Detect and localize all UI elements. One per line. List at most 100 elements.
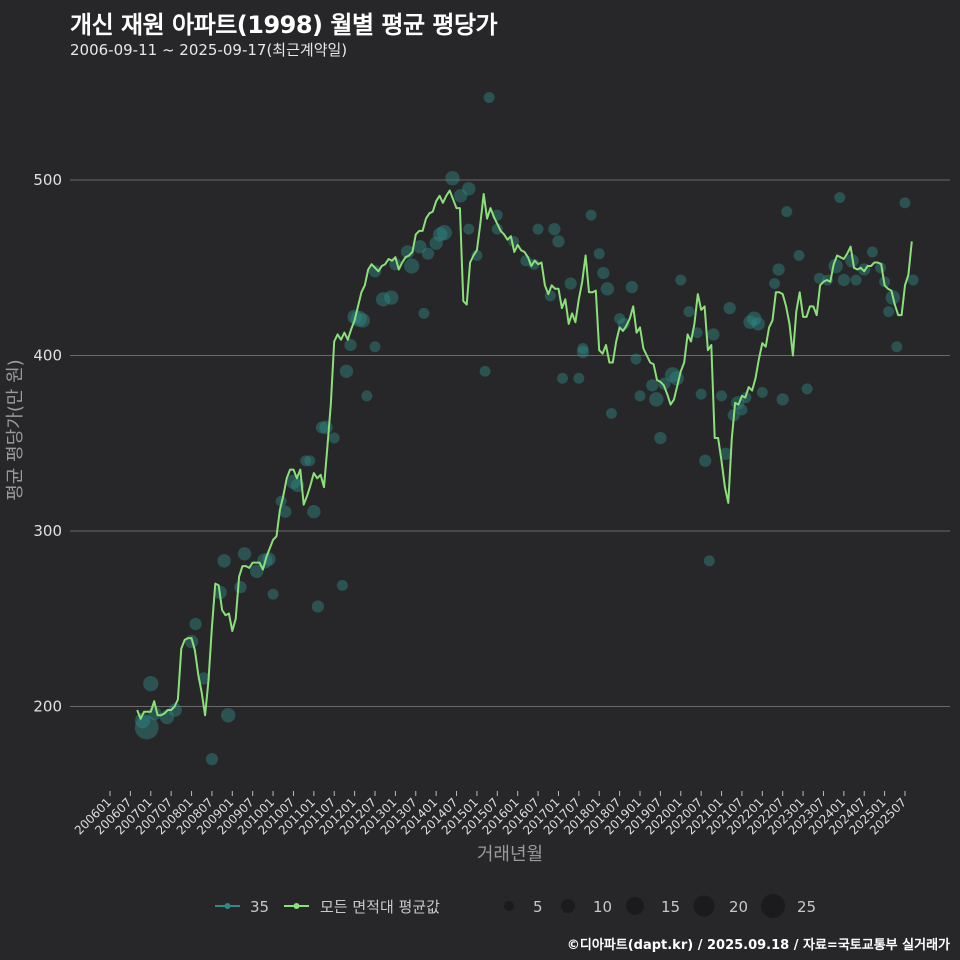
data-point xyxy=(453,189,468,203)
data-point xyxy=(148,706,162,721)
grid-lines xyxy=(70,179,950,707)
legend-size-icon xyxy=(761,894,785,918)
data-point xyxy=(756,386,768,398)
data-point xyxy=(891,341,903,353)
data-point xyxy=(421,247,435,260)
data-point xyxy=(400,245,415,259)
data-point xyxy=(564,277,577,290)
data-point xyxy=(557,372,569,384)
legend-size-label: 15 xyxy=(661,898,680,916)
y-tick-label: 200 xyxy=(33,698,62,716)
legend-size-label: 25 xyxy=(797,898,816,916)
data-point xyxy=(369,341,381,353)
data-point xyxy=(433,227,448,242)
data-point xyxy=(649,392,664,407)
data-point xyxy=(483,92,495,103)
data-point xyxy=(234,581,247,594)
data-point xyxy=(707,328,720,341)
data-point xyxy=(217,554,231,568)
data-point xyxy=(614,313,626,325)
data-point xyxy=(736,404,748,416)
y-axis-ticks: 200 300 400 500 xyxy=(33,171,62,716)
data-point xyxy=(883,306,895,318)
x-axis-title: 거래년월 xyxy=(477,844,543,865)
data-point xyxy=(605,407,617,419)
data-point xyxy=(664,367,681,383)
data-point xyxy=(279,505,292,518)
data-point xyxy=(695,388,707,400)
data-point xyxy=(699,454,712,467)
data-point xyxy=(462,182,476,196)
legend-size-icon xyxy=(626,897,644,915)
data-point xyxy=(250,564,264,579)
data-point xyxy=(429,236,443,250)
data-point xyxy=(404,258,420,274)
data-point xyxy=(654,431,667,445)
x-axis-ticks: 2006012006072007012007072008012008072009… xyxy=(72,791,909,838)
data-point xyxy=(769,278,781,290)
legend-size-icon xyxy=(561,899,575,913)
average-line xyxy=(136,189,913,720)
data-point xyxy=(781,206,793,218)
data-point xyxy=(625,280,638,294)
legend-size-icon xyxy=(504,901,514,911)
data-point xyxy=(683,306,695,318)
data-point xyxy=(723,301,736,315)
data-point xyxy=(573,372,585,384)
data-point xyxy=(375,292,391,307)
data-point xyxy=(418,307,430,319)
data-point xyxy=(907,274,919,286)
data-point xyxy=(585,209,597,221)
data-point xyxy=(355,313,370,328)
data-point xyxy=(463,223,475,235)
data-point xyxy=(743,315,757,329)
data-point xyxy=(776,393,789,406)
data-point xyxy=(813,272,825,284)
data-point xyxy=(866,246,878,258)
data-point xyxy=(311,600,325,613)
data-point xyxy=(593,248,605,260)
data-point xyxy=(577,343,589,354)
data-point xyxy=(143,676,159,692)
data-point xyxy=(850,274,862,286)
data-point xyxy=(793,249,805,261)
data-point xyxy=(319,420,333,435)
data-point xyxy=(479,365,491,377)
data-point xyxy=(237,547,252,561)
data-point xyxy=(221,708,236,723)
data-point xyxy=(197,672,210,685)
data-point xyxy=(597,266,610,280)
data-point xyxy=(719,447,732,460)
scatter-points-35 xyxy=(134,92,919,766)
data-point xyxy=(834,192,846,204)
data-point xyxy=(576,345,590,359)
data-point xyxy=(436,225,452,241)
data-point xyxy=(445,171,460,186)
data-point xyxy=(300,455,312,467)
data-point xyxy=(646,379,659,392)
data-point xyxy=(703,555,715,567)
data-point xyxy=(304,455,316,467)
data-point xyxy=(746,311,762,326)
legend-size-icon xyxy=(693,895,715,917)
data-point xyxy=(899,197,911,209)
data-point xyxy=(875,262,887,274)
legend-label-average: 모든 면적대 평균값 xyxy=(320,898,440,916)
data-point xyxy=(267,588,279,600)
data-point xyxy=(384,290,399,305)
y-axis-title: 평균 평당가(만 원) xyxy=(5,359,26,500)
legend-label-35: 35 xyxy=(250,898,269,916)
data-point xyxy=(368,265,382,278)
data-point xyxy=(548,223,561,236)
data-point xyxy=(168,703,182,717)
data-point xyxy=(751,317,765,331)
chart-subtitle: 2006-09-11 ~ 2025-09-17(최근계약일) xyxy=(70,41,348,59)
data-point xyxy=(491,223,503,235)
data-point xyxy=(675,274,687,286)
data-point xyxy=(669,371,684,386)
data-point xyxy=(716,390,728,402)
data-point xyxy=(600,282,615,296)
legend-size-label: 20 xyxy=(729,898,748,916)
data-point xyxy=(361,390,373,402)
data-point xyxy=(552,235,565,248)
